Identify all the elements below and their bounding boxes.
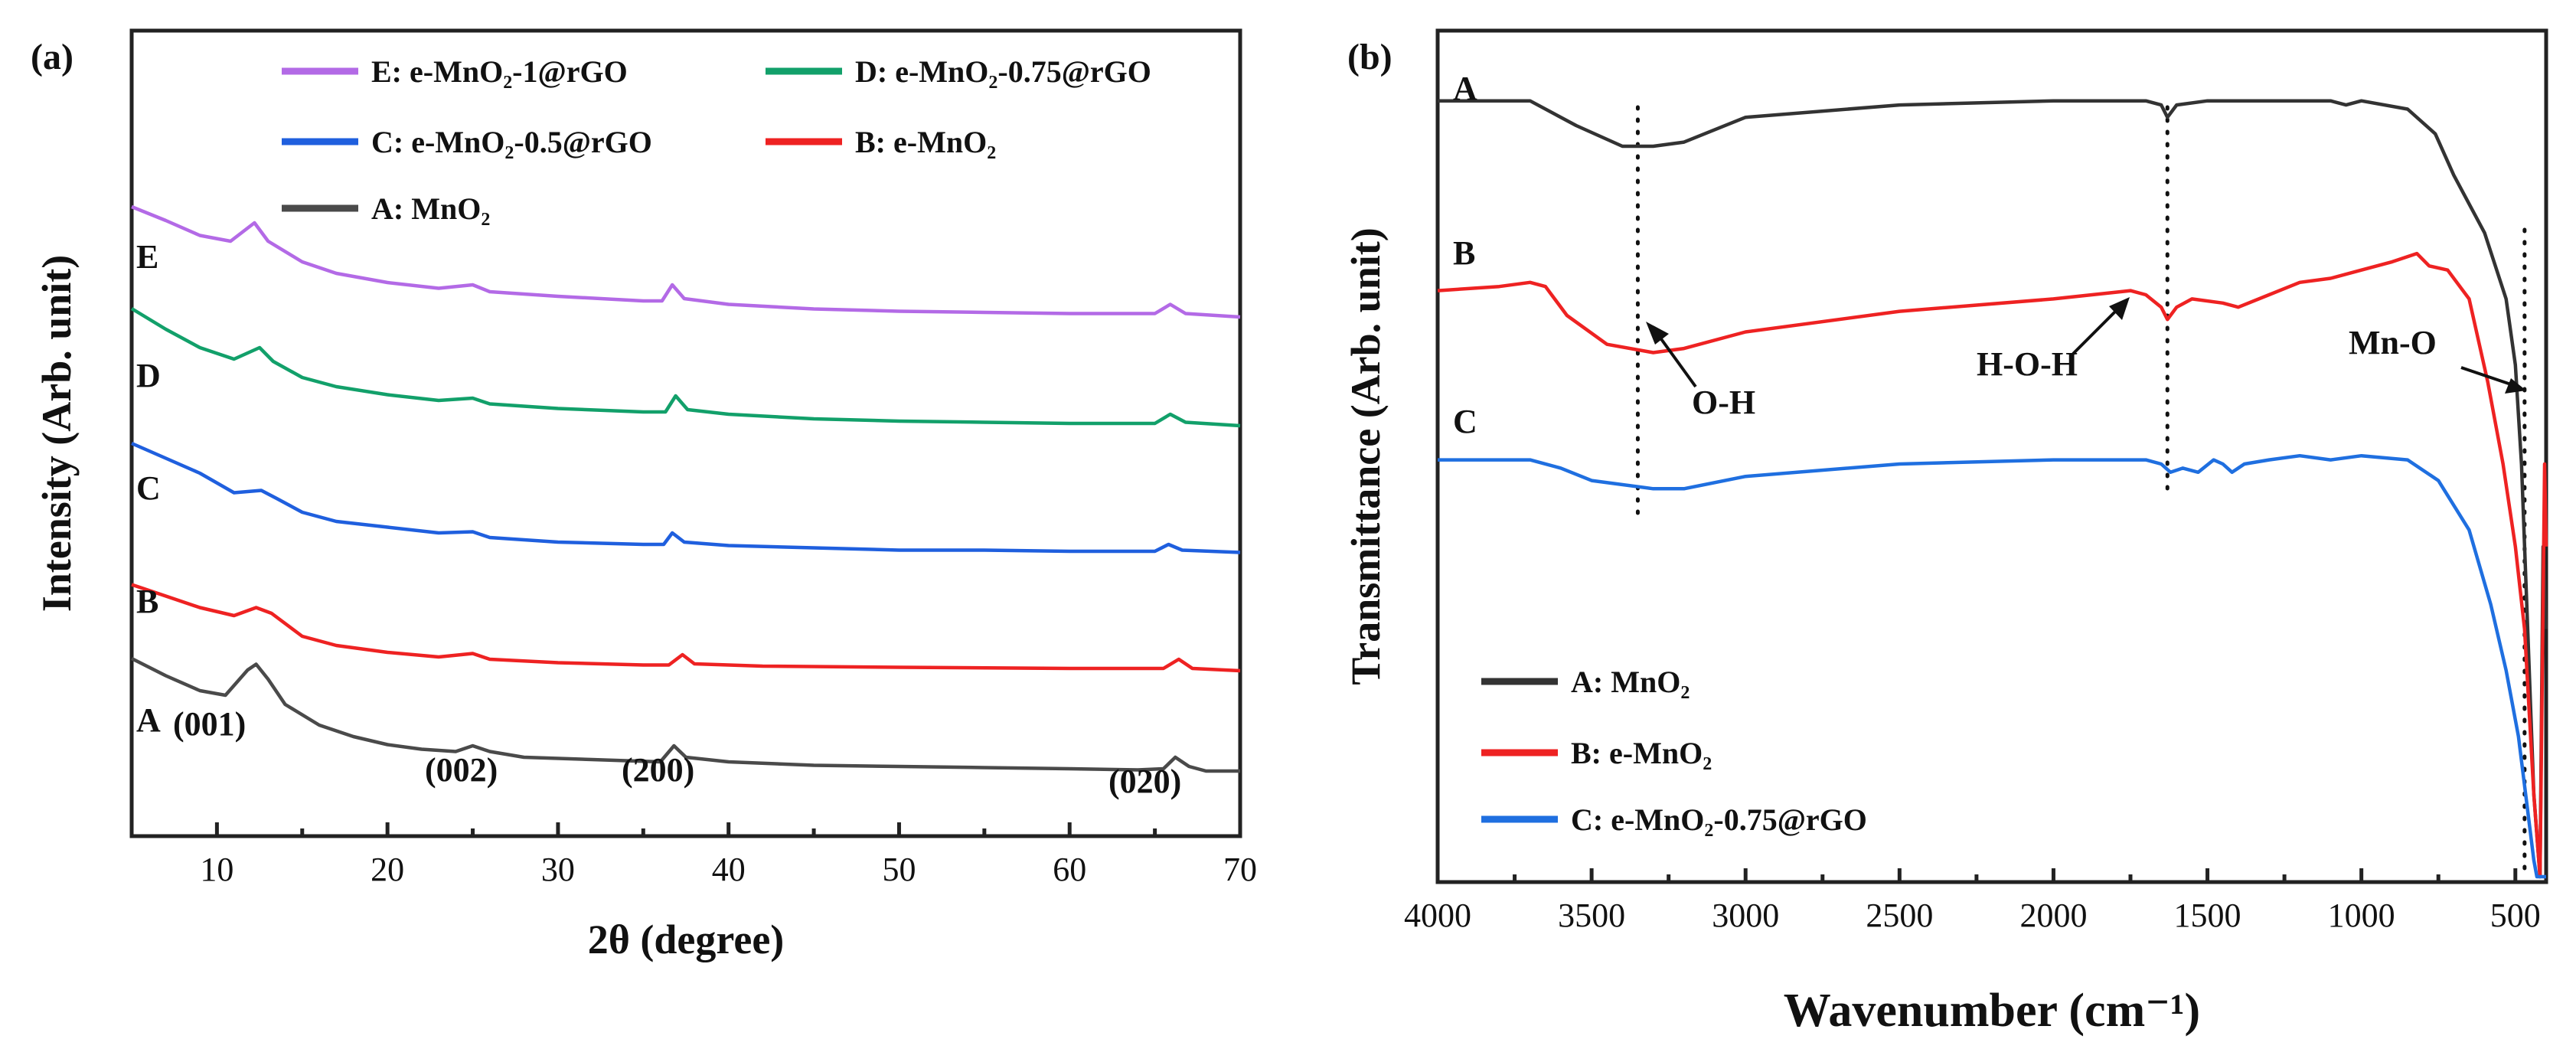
panel-a-plot-frame bbox=[129, 28, 1242, 838]
panel-b-legend: A: MnO₂ B: e-MnO₂ C: e-MnO₂-0.75@rGO bbox=[1481, 665, 1867, 837]
x-tick-label-b: 4000 bbox=[1404, 897, 1471, 934]
xrd-curve-e bbox=[131, 204, 1241, 319]
panel-b-x-ticks: 4000 3500 3000 2500 2000 1500 1000 500 bbox=[1404, 868, 2541, 934]
x-tick-label-a: 30 bbox=[541, 851, 575, 888]
panel-a-x-axis-title: 2θ (degree) bbox=[588, 917, 785, 962]
ftir-curve-b bbox=[1437, 251, 2548, 879]
hoh-arrow-line bbox=[2072, 309, 2118, 355]
panel-b: (b) 4000 3500 3000 2500 2000 1500 1000 500 A B … bbox=[1343, 28, 2548, 1037]
xrd-curve-b bbox=[131, 583, 1241, 673]
panel-a-curve-label-a: A bbox=[136, 701, 161, 739]
panel-a-peak-label-001: (001) bbox=[173, 705, 246, 743]
x-tick-label-b: 3000 bbox=[1712, 897, 1779, 934]
panel-a-curve-label-d: D bbox=[136, 357, 161, 394]
panel-b-curve-label-a: A bbox=[1453, 70, 1477, 107]
legend-b-label-a: A: MnO₂ bbox=[1571, 665, 1690, 699]
x-tick-label-b: 2500 bbox=[1866, 897, 1933, 934]
x-tick-label-b: 2000 bbox=[2019, 897, 2087, 934]
panel-b-y-axis-title: Transmittance (Arb. unit) bbox=[1343, 227, 1389, 685]
legend-label-d: D: e-MnO₂-0.75@rGO bbox=[855, 54, 1151, 89]
panel-b-series-group bbox=[1437, 99, 2548, 879]
panel-b-plot-frame bbox=[1435, 28, 2548, 884]
annotation-hoh: H-O-H bbox=[1977, 345, 2078, 383]
mno-arrow-line bbox=[2460, 366, 2512, 386]
xrd-curve-c bbox=[131, 441, 1241, 554]
panel-a: (a) 10 20 30 40 50 60 70 E D C B A (001) (002)… bbox=[31, 28, 1257, 962]
annotation-mno: Mn-O bbox=[2349, 324, 2437, 361]
x-tick-label-a: 20 bbox=[371, 851, 404, 888]
panel-b-annotation-oh: O-H bbox=[1646, 322, 1755, 421]
panel-a-label: (a) bbox=[31, 37, 73, 77]
legend-b-label-c: C: e-MnO₂-0.75@rGO bbox=[1571, 802, 1867, 837]
xrd-curve-d bbox=[130, 307, 1241, 428]
panel-a-series-group bbox=[130, 204, 1241, 773]
legend-label-c: C: e-MnO₂-0.5@rGO bbox=[371, 125, 652, 159]
x-tick-label-a: 70 bbox=[1223, 851, 1257, 888]
x-tick-label-a: 60 bbox=[1053, 851, 1086, 888]
panel-b-curve-label-b: B bbox=[1453, 234, 1475, 272]
panel-a-x-ticks: 10 20 30 40 50 60 70 bbox=[129, 822, 1257, 888]
panel-a-peak-label-002: (002) bbox=[425, 751, 498, 789]
legend-label-e: E: e-MnO₂-1@rGO bbox=[371, 54, 628, 89]
panel-b-annotation-hoh: H-O-H bbox=[1977, 297, 2130, 383]
legend-label-a: A: MnO₂ bbox=[371, 191, 490, 226]
mno-arrow-head-icon bbox=[2505, 378, 2526, 394]
panel-b-x-axis-title: Wavenumber (cm⁻¹) bbox=[1784, 985, 2200, 1037]
x-tick-label-a: 50 bbox=[882, 851, 916, 888]
xrd-curve-a bbox=[130, 656, 1240, 773]
panel-a-y-axis-title: Intensity (Arb. unit) bbox=[34, 255, 80, 613]
panel-a-peak-label-020: (020) bbox=[1108, 763, 1181, 800]
oh-arrow-head-icon bbox=[1646, 322, 1669, 345]
panel-b-curve-label-c: C bbox=[1453, 403, 1477, 440]
x-tick-label-a: 10 bbox=[200, 851, 233, 888]
panel-a-legend: E: e-MnO₂-1@rGO D: e-MnO₂-0.75@rGO C: e-… bbox=[282, 54, 1151, 226]
legend-b-label-b: B: e-MnO₂ bbox=[1571, 736, 1712, 770]
panel-a-curve-label-c: C bbox=[136, 469, 161, 507]
ftir-curve-a bbox=[1438, 99, 2548, 879]
oh-arrow-line bbox=[1658, 335, 1697, 388]
legend-label-b: B: e-MnO₂ bbox=[855, 125, 996, 159]
annotation-oh: O-H bbox=[1692, 384, 1755, 421]
x-tick-label-a: 40 bbox=[712, 851, 746, 888]
x-tick-label-b: 1000 bbox=[2328, 897, 2395, 934]
ftir-curve-c bbox=[1438, 453, 2546, 879]
panel-a-curve-label-b: B bbox=[136, 583, 158, 620]
panel-b-annotation-mno: Mn-O bbox=[2349, 324, 2526, 394]
panel-b-label: (b) bbox=[1347, 37, 1392, 77]
x-tick-label-b: 3500 bbox=[1558, 897, 1625, 934]
panel-a-peak-label-200: (200) bbox=[622, 751, 694, 789]
hoh-arrow-head-icon bbox=[2109, 297, 2130, 320]
panel-a-curve-label-e: E bbox=[136, 238, 158, 276]
x-tick-label-b: 500 bbox=[2490, 897, 2541, 934]
x-tick-label-b: 1500 bbox=[2174, 897, 2241, 934]
